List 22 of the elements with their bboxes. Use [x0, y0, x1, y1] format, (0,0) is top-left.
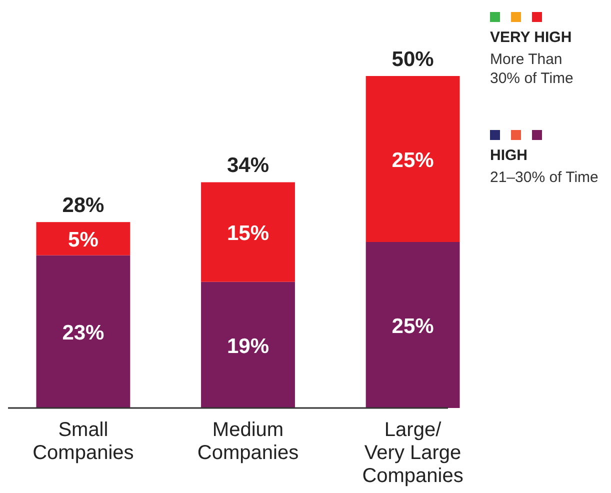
data-label: 5% — [68, 228, 99, 252]
total-label: 34% — [226, 154, 270, 178]
text: VERY HIGH — [490, 29, 572, 46]
x-tick-label: Medium Companies — [197, 419, 299, 464]
bar — [36, 222, 130, 256]
bar — [201, 182, 295, 282]
total-label: 50% — [392, 48, 434, 71]
data-label: 19% — [226, 334, 270, 358]
text: More Than 30% of Time — [490, 51, 574, 87]
bar — [366, 242, 460, 408]
text: 21–30% of Time — [490, 169, 598, 186]
text: HIGH — [490, 147, 528, 164]
x-tick-label: Small Companies — [32, 419, 134, 464]
bar — [36, 255, 130, 408]
total-label: 28% — [62, 194, 105, 218]
data-label: 15% — [226, 222, 270, 246]
data-label: 25% — [392, 149, 434, 172]
data-label: 25% — [392, 315, 434, 338]
data-label: 23% — [62, 322, 105, 345]
x-tick-label: Large/ Very Large Companies — [362, 419, 464, 487]
bar — [366, 76, 460, 242]
bar — [201, 282, 295, 408]
